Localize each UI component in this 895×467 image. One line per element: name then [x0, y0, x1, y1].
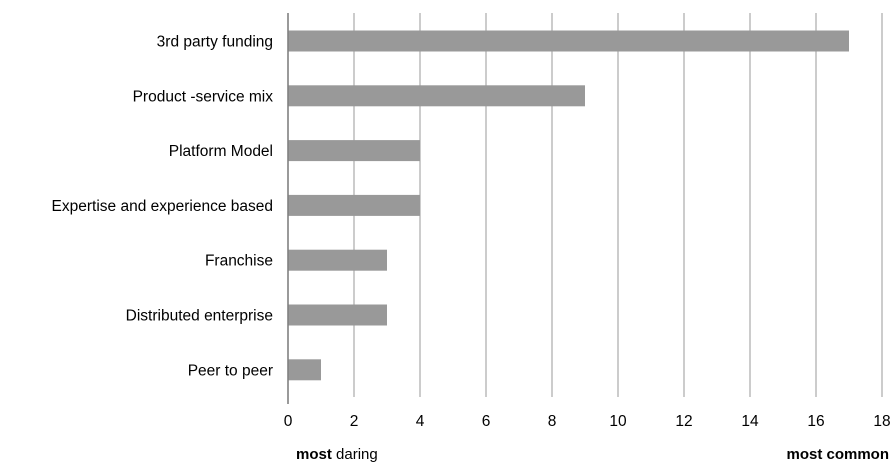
- x-tick-label-18: 18: [873, 413, 890, 430]
- x-tick-label-16: 16: [807, 413, 824, 430]
- category-label-6: Peer to peer: [188, 362, 273, 379]
- x-tick-label-2: 2: [350, 413, 359, 430]
- x-tick-label-0: 0: [284, 413, 293, 430]
- grid-lines: [353, 13, 883, 397]
- bar-4: [288, 249, 387, 271]
- tick-labels: 0 2 4 6 8 10 12 14 16 18: [284, 413, 891, 430]
- annotation-most-daring: most daring: [296, 446, 378, 462]
- category-label-0: 3rd party funding: [157, 34, 273, 51]
- annotation-most-daring-bold: most: [296, 446, 332, 462]
- bar-0: [288, 30, 849, 52]
- category-label-4: Franchise: [205, 253, 273, 270]
- bars: [288, 30, 849, 381]
- x-tick-label-10: 10: [609, 413, 627, 430]
- category-label-5: Distributed enterprise: [126, 308, 273, 325]
- category-label-1: Product -service mix: [133, 88, 274, 105]
- x-tick-label-4: 4: [416, 413, 425, 430]
- bar-2: [288, 140, 420, 162]
- bar-6: [288, 359, 321, 381]
- x-tick-label-8: 8: [548, 413, 557, 430]
- x-tick-label-12: 12: [675, 413, 692, 430]
- category-labels: 3rd party funding Product -service mix Pla…: [52, 34, 274, 380]
- category-label-2: Platform Model: [169, 143, 273, 160]
- category-label-3: Expertise and experience based: [52, 198, 273, 215]
- bar-5: [288, 304, 387, 326]
- bar-1: [288, 85, 585, 107]
- annotation-most-daring-rest: daring: [332, 446, 378, 462]
- annotation-most-common: most common: [786, 446, 889, 462]
- x-tick-label-14: 14: [741, 413, 759, 430]
- bar-3: [288, 194, 420, 216]
- x-tick-label-6: 6: [482, 413, 491, 430]
